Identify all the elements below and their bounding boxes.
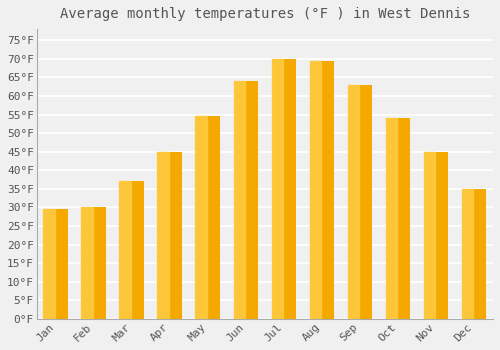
Bar [272,59,296,319]
Bar [462,189,486,319]
Bar [424,152,435,319]
Bar [158,152,168,319]
Title: Average monthly temperatures (°F ) in West Dennis: Average monthly temperatures (°F ) in We… [60,7,470,21]
Bar [272,59,282,319]
Bar [234,81,258,319]
Bar [348,85,372,319]
Bar [348,85,358,319]
Bar [310,61,334,319]
Bar [44,209,54,319]
Bar [196,117,220,319]
Bar [386,118,397,319]
Bar [424,152,448,319]
Bar [310,61,320,319]
Bar [120,181,130,319]
Bar [82,208,106,319]
Bar [462,189,473,319]
Bar [386,118,410,319]
Bar [234,81,244,319]
Bar [120,181,144,319]
Bar [82,208,92,319]
Bar [158,152,182,319]
Bar [196,117,206,319]
Bar [44,209,68,319]
